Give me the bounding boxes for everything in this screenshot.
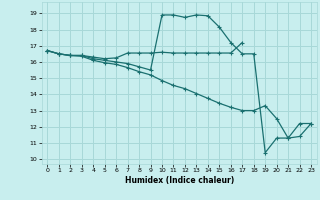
X-axis label: Humidex (Indice chaleur): Humidex (Indice chaleur): [124, 176, 234, 185]
